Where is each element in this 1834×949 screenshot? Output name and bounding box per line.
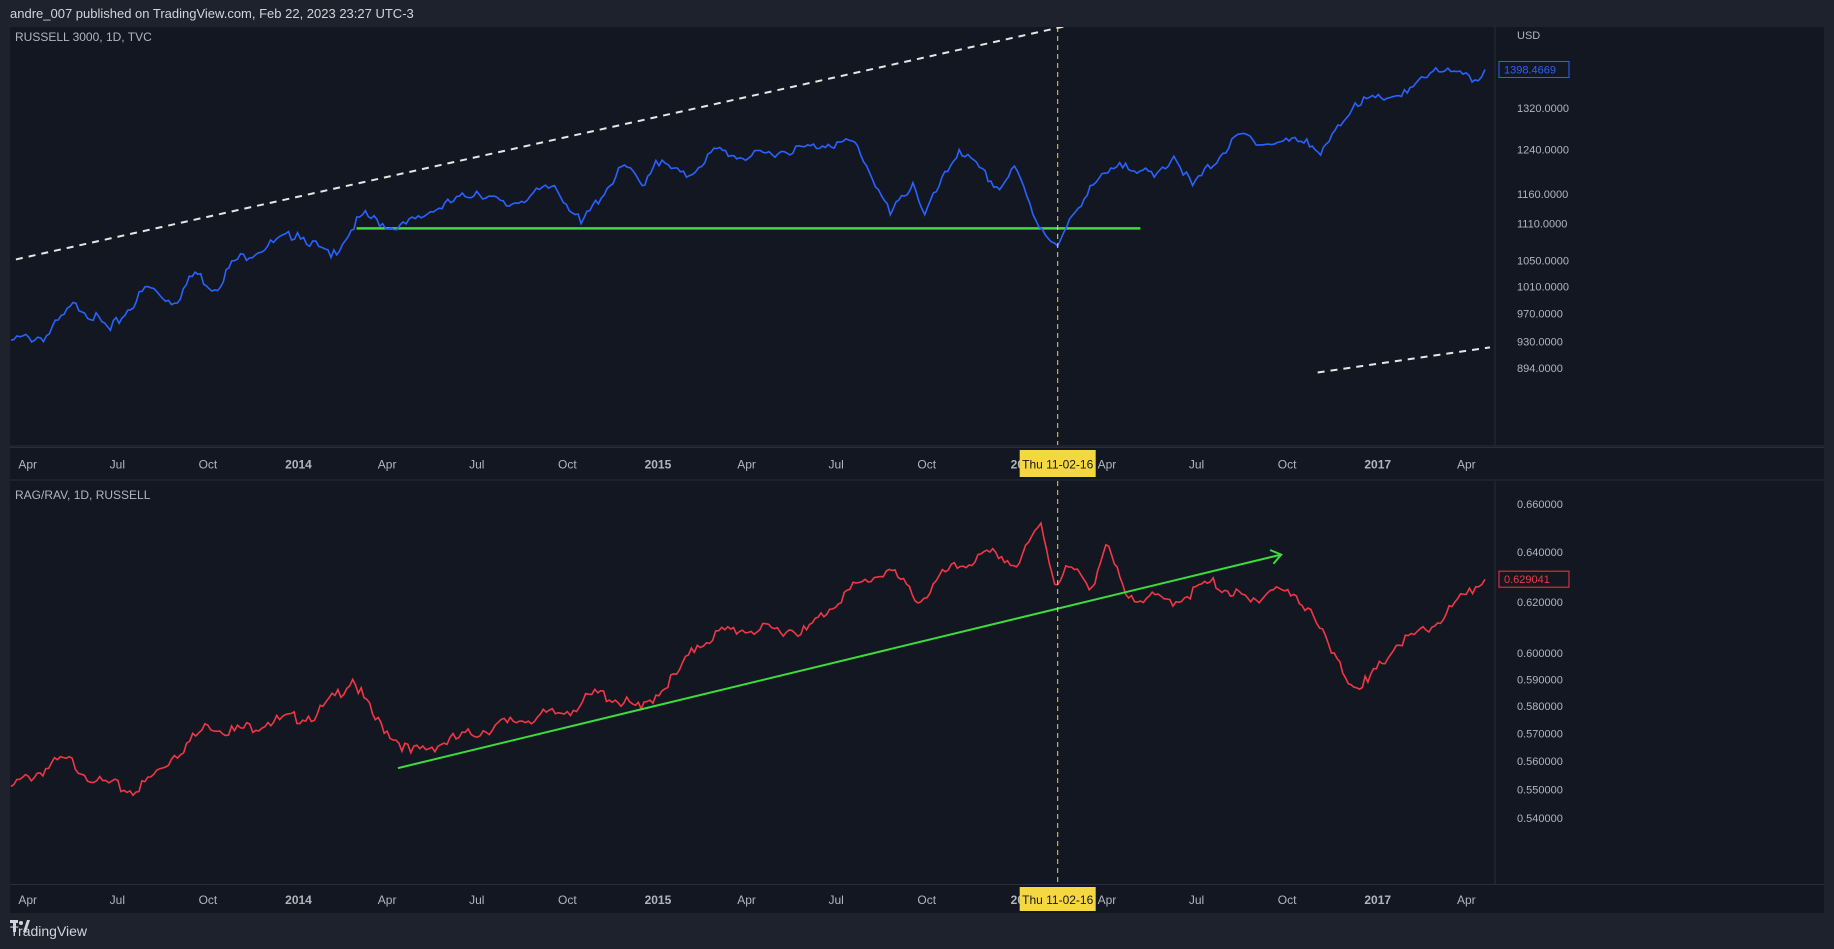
x-tick-label: Jul [828, 458, 843, 472]
currency-label: USD [1517, 30, 1540, 42]
series-line [10, 521, 1486, 797]
tradingview-logo-icon [10, 920, 30, 932]
y-tick-label: 1050.0000 [1517, 256, 1569, 268]
trend-arrow-line [397, 553, 1282, 770]
x-tick-label: Apr [1098, 893, 1117, 907]
last-value-box [1498, 60, 1570, 78]
x-tick-label: 2017 [1364, 893, 1391, 907]
x-tick-label: Oct [199, 458, 218, 472]
y-tick-label: 970.0000 [1517, 309, 1563, 321]
ratio-panel[interactable]: RAG/RAV, 1D, RUSSELL 0.660000 0.640000 0.6… [10, 481, 1824, 912]
plot-area [10, 521, 1486, 797]
channel-lower-line [1317, 346, 1491, 374]
x-tick-label: Apr [18, 893, 37, 907]
x-tick-label: 2015 [645, 893, 672, 907]
y-tick-label: 0.640000 [1517, 547, 1563, 559]
y-tick-label: 1160.0000 [1517, 189, 1568, 201]
ratio-chart[interactable]: 0.660000 0.640000 0.620000 0.600000 0.590000… [10, 481, 1824, 884]
x-tick-label: Apr [18, 458, 37, 472]
x-tick-label: Apr [1098, 458, 1117, 472]
y-tick-label: 1320.0000 [1517, 103, 1569, 115]
y-tick-label: 0.600000 [1517, 648, 1563, 660]
crosshair-date-box [1019, 887, 1096, 911]
y-tick-label: 0.560000 [1517, 756, 1563, 768]
price-time-axis-svg: Apr Jul Oct 2014 Apr Jul Oct 2015 Apr Jul Oct 20 Apr… [18, 450, 1476, 477]
x-tick-label: Oct [558, 458, 577, 472]
price-chart[interactable]: 1320.0000 1240.0000 1160.0000 1110.0000 1050… [10, 27, 1824, 445]
channel-upper-line [15, 27, 1067, 261]
y-tick-label: 930.0000 [1517, 337, 1563, 349]
x-tick-label: Jul [469, 458, 484, 472]
price-legend: RUSSELL 3000, 1D, TVC [15, 30, 152, 44]
crosshair-date-label: Thu 11-02-16 [1022, 893, 1093, 907]
y-tick-label: 0.590000 [1517, 674, 1563, 686]
x-tick-label: Apr [378, 458, 397, 472]
footer: TradingView [10, 920, 87, 942]
trend-arrow-head [1269, 549, 1283, 565]
ratio-time-axis-svg: Apr Jul Oct 2014 Apr Jul Oct 2015 Apr Jul Oct 20 Apr… [18, 887, 1476, 911]
x-tick-label: Jul [110, 458, 125, 472]
x-tick-label: Oct [917, 458, 936, 472]
x-tick-label: Oct [558, 893, 577, 907]
x-tick-label: 2015 [645, 458, 672, 472]
x-tick-label: Apr [737, 458, 756, 472]
last-value-box [1498, 570, 1570, 588]
y-tick-label: 1010.0000 [1517, 282, 1569, 294]
y-tick-label: 0.660000 [1517, 499, 1563, 511]
crosshair-date-label: Thu 11-02-16 [1022, 458, 1093, 472]
x-tick-label: Jul [1189, 458, 1204, 472]
y-tick-label: 0.540000 [1517, 813, 1563, 825]
x-tick-label: Jul [469, 893, 484, 907]
last-value-label: 1398.4669 [1504, 64, 1556, 76]
x-tick-label: Jul [110, 893, 125, 907]
y-tick-label: 894.0000 [1517, 363, 1563, 375]
x-tick-label: 2017 [1364, 458, 1391, 472]
x-tick-label: Oct [1278, 458, 1297, 472]
publication-text: andre_007 published on TradingView.com, … [10, 6, 414, 21]
x-tick-label: Oct [1278, 893, 1297, 907]
plot-area [10, 27, 1491, 374]
ratio-legend: RAG/RAV, 1D, RUSSELL [15, 488, 151, 502]
y-tick-label: 0.550000 [1517, 784, 1563, 796]
x-tick-label: Apr [1457, 893, 1476, 907]
x-tick-label: 2014 [285, 458, 312, 472]
price-panel[interactable]: RUSSELL 3000, 1D, TVC 1320.0000 1240.0000… [10, 27, 1824, 445]
y-tick-label: 1240.0000 [1517, 145, 1569, 157]
x-tick-label: Apr [737, 893, 756, 907]
footer-brand: TradingView [10, 923, 88, 939]
x-tick-label: Jul [1189, 893, 1204, 907]
y-tick-label: 0.580000 [1517, 701, 1563, 713]
publication-header: andre_007 published on TradingView.com, … [0, 0, 1834, 27]
y-tick-label: 0.620000 [1517, 597, 1563, 609]
crosshair-date-box [1019, 450, 1096, 477]
series-line [10, 66, 1486, 344]
x-tick-label: Apr [378, 893, 397, 907]
x-tick-label: Oct [199, 893, 218, 907]
y-tick-label: 1110.0000 [1517, 219, 1567, 231]
x-tick-label: Oct [917, 893, 936, 907]
ratio-time-axis[interactable]: Apr Jul Oct 2014 Apr Jul Oct 2015 Apr Jul Oct 20 Apr… [10, 884, 1824, 913]
x-tick-label: Apr [1457, 458, 1476, 472]
last-value-label: 0.629041 [1504, 574, 1550, 586]
x-tick-label: Jul [828, 893, 843, 907]
y-tick-label: 0.570000 [1517, 728, 1563, 740]
price-time-axis[interactable]: Apr Jul Oct 2014 Apr Jul Oct 2015 Apr Jul Oct 20 Apr… [10, 447, 1824, 479]
x-tick-label: 2014 [285, 893, 312, 907]
